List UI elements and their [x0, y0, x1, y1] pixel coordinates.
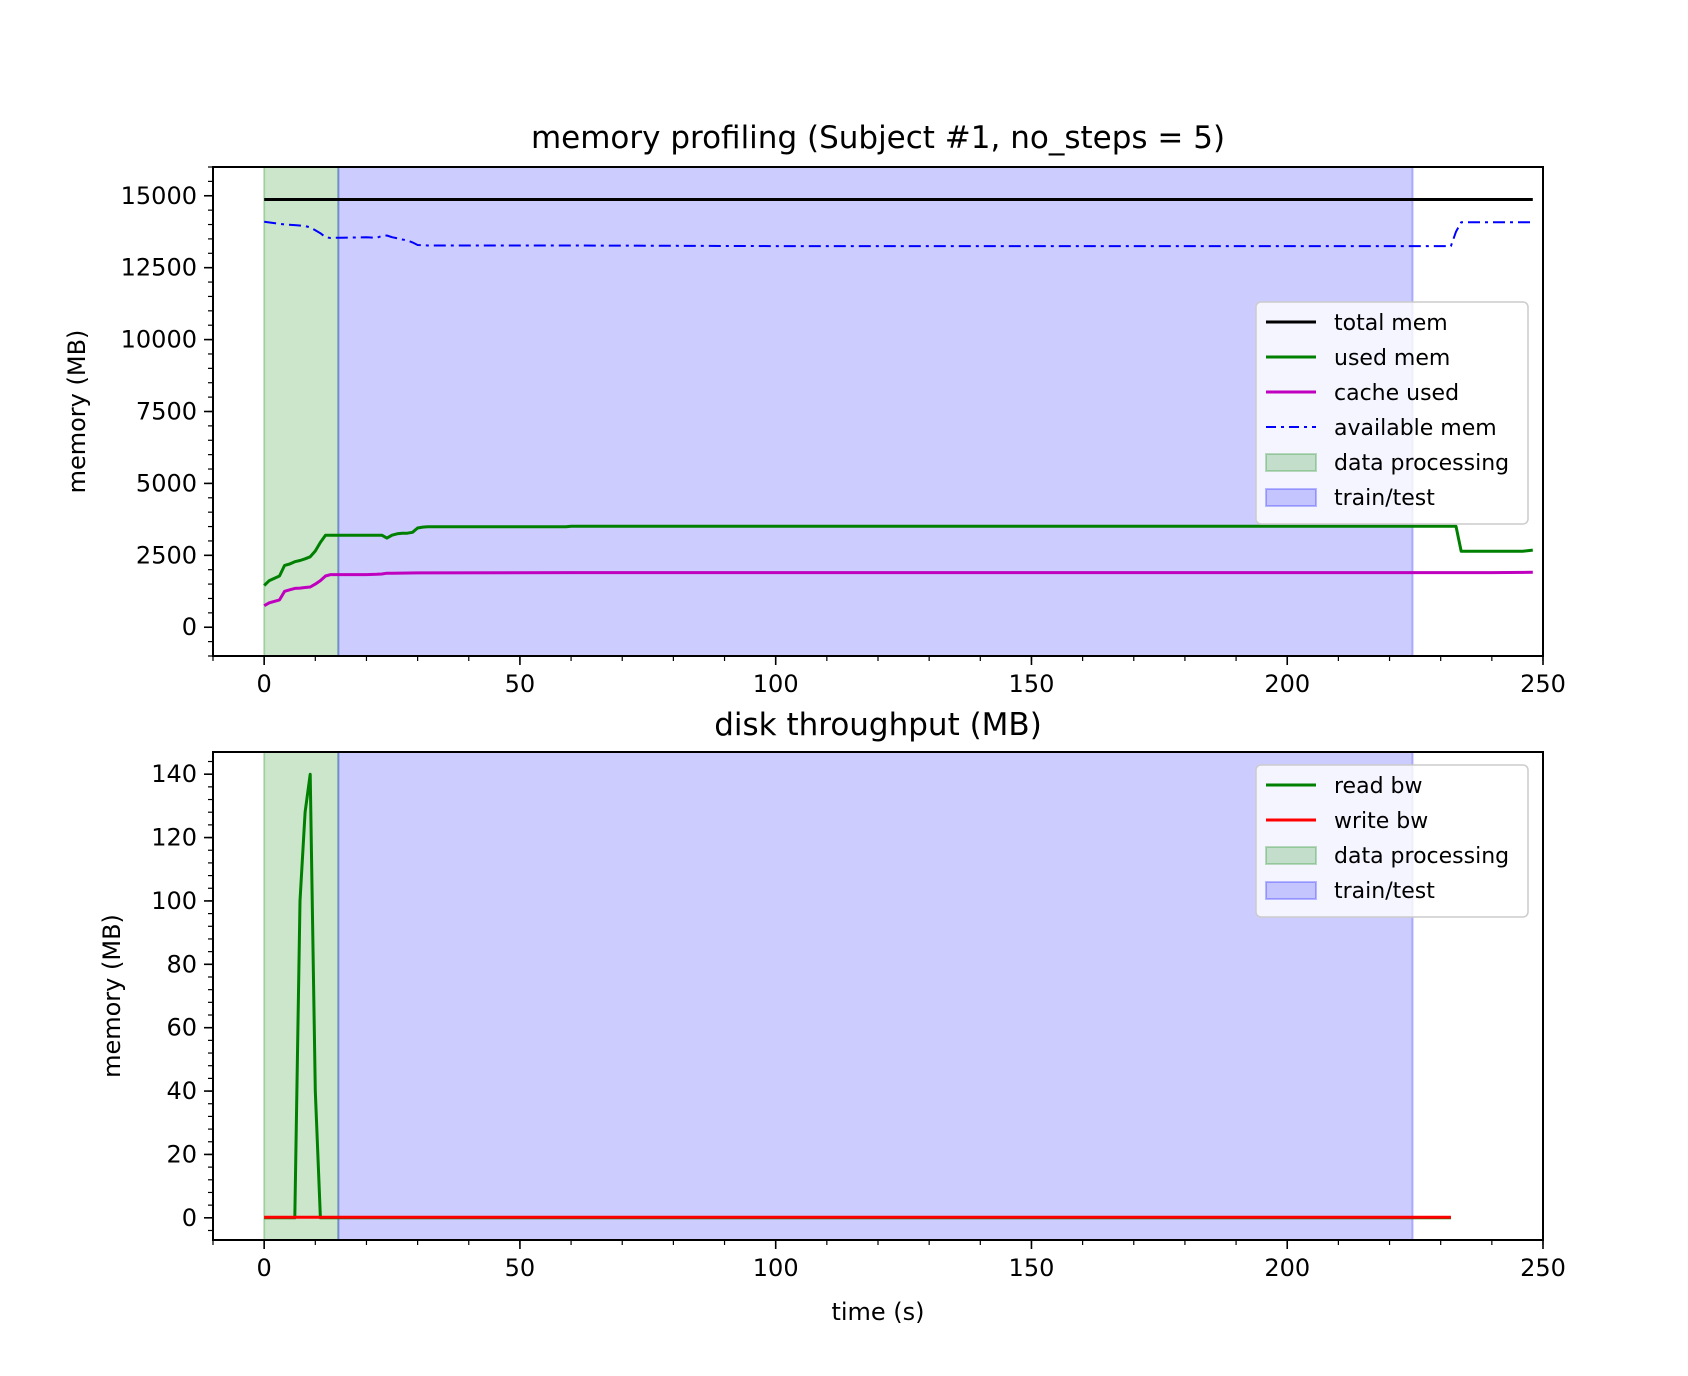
subplot-2: 0 50 100 150 200 250 0 20 40 60 80 100 120 140 disk th…	[98, 707, 1566, 1326]
legend-label: write bw	[1334, 809, 1428, 834]
legend-patch-swatch	[1265, 453, 1317, 472]
legend-label: data processing	[1334, 451, 1509, 476]
y-tick-label: 12500	[121, 254, 197, 282]
x-tick-label: 0	[257, 670, 272, 698]
x-tick-label: 0	[257, 1254, 272, 1282]
series-used-mem-line	[263, 524, 1533, 587]
x-tick-label: 200	[1264, 670, 1310, 698]
legend-label: cache used	[1334, 381, 1459, 406]
legend-patch-swatch	[1265, 881, 1317, 900]
x-tick-label: 50	[505, 670, 536, 698]
legend-label: train/test	[1334, 879, 1435, 904]
y-tick-label: 120	[151, 824, 197, 852]
legend: total mem used mem cache used available mem…	[1255, 301, 1529, 525]
legend-box	[1255, 301, 1529, 525]
legend-label: train/test	[1334, 486, 1435, 511]
legend-label: available mem	[1334, 416, 1497, 441]
x-axis-label: time (s)	[831, 1298, 924, 1326]
y-tick-label: 10000	[121, 326, 197, 354]
y-axis-label: memory (MB)	[98, 914, 126, 1078]
x-tick-label: 100	[753, 1254, 799, 1282]
y-axis-label: memory (MB)	[63, 330, 91, 494]
legend: read bw write bw data processing train/test	[1255, 764, 1529, 918]
y-tick-label: 0	[182, 1204, 197, 1232]
x-tick-label: 150	[1009, 1254, 1055, 1282]
legend-patch-swatch	[1265, 846, 1317, 865]
y-tick-label: 7500	[136, 398, 197, 426]
y-tick-label: 15000	[121, 182, 197, 210]
x-tick-label: 250	[1520, 1254, 1566, 1282]
y-tick-label: 80	[166, 950, 197, 978]
x-tick-label: 250	[1520, 670, 1566, 698]
legend-box	[1255, 764, 1529, 918]
legend-label: data processing	[1334, 844, 1509, 869]
y-tick-label: 20	[166, 1140, 197, 1168]
region-train-test	[337, 751, 1414, 1241]
region-data-processing	[263, 166, 340, 657]
subplot-1: 0 50 100 150 200 2500250050007500100001250015…	[63, 120, 1566, 698]
x-tick-label: 150	[1009, 670, 1055, 698]
legend-label: used mem	[1334, 346, 1450, 371]
series-cache-used-line	[263, 570, 1533, 608]
legend-label: total mem	[1334, 311, 1448, 336]
y-tick-label: 5000	[136, 469, 197, 497]
region-train-test	[337, 166, 1414, 657]
y-tick-label: 100	[151, 887, 197, 915]
chart-title: disk throughput (MB)	[714, 707, 1042, 743]
y-tick-label: 140	[151, 760, 197, 788]
x-tick-label: 50	[505, 1254, 536, 1282]
y-tick-label: 0	[182, 613, 197, 641]
chart-title: memory profiling (Subject #1, no_steps =…	[531, 120, 1225, 156]
x-tick-label: 200	[1264, 1254, 1310, 1282]
series-available-mem-line	[264, 220, 1533, 248]
legend-label: read bw	[1334, 774, 1423, 799]
region-data-processing	[263, 751, 340, 1241]
y-tick-label: 2500	[136, 541, 197, 569]
y-tick-label: 40	[166, 1077, 197, 1105]
x-tick-label: 100	[753, 670, 799, 698]
legend-patch-swatch	[1265, 488, 1317, 507]
y-tick-label: 60	[166, 1014, 197, 1042]
